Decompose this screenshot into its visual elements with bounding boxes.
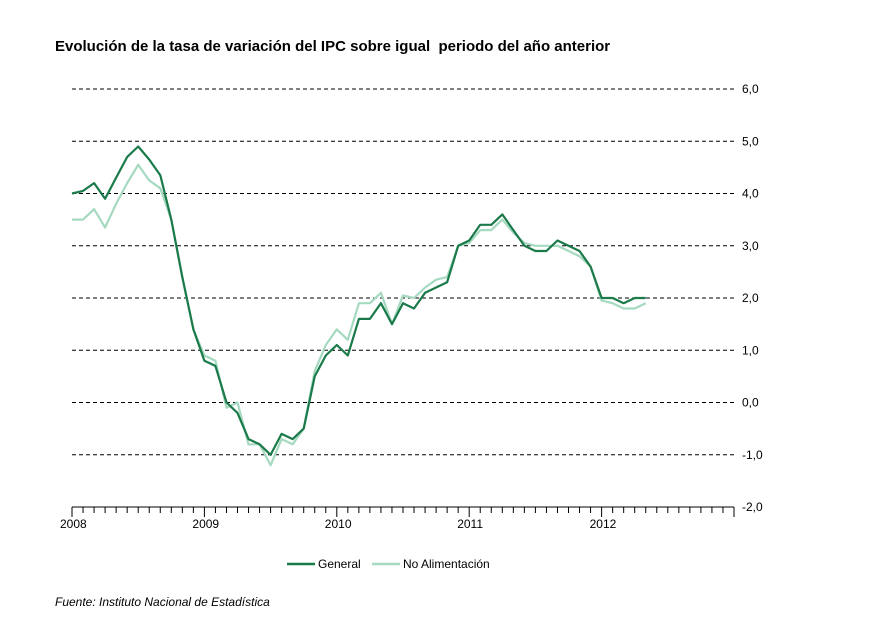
- x-tick-label: 2008: [60, 517, 87, 531]
- legend-no-alimentacion-label: No Alimentación: [403, 557, 490, 571]
- y-tick-label: 1,0: [742, 343, 759, 357]
- y-tick-label: 4,0: [742, 187, 759, 201]
- x-tick-label: 2011: [457, 517, 483, 531]
- y-tick-label: -1,0: [742, 448, 763, 462]
- y-tick-label: -2,0: [742, 500, 763, 514]
- source-note: Fuente: Instituto Nacional de Estadístic…: [55, 595, 270, 609]
- x-tick-label: 2009: [192, 517, 219, 531]
- x-tick-label: 2010: [325, 517, 352, 531]
- series-line-no-alimentacion: [72, 163, 647, 467]
- y-tick-label: 3,0: [742, 239, 759, 253]
- legend-general-label: General: [318, 557, 361, 571]
- y-tick-label: 2,0: [742, 291, 759, 305]
- x-tick-label: 2012: [590, 517, 617, 531]
- y-tick-label: 5,0: [742, 134, 759, 148]
- y-tick-label: 0,0: [742, 396, 759, 410]
- series-line-general: [71, 145, 646, 456]
- chart-title: Evolución de la tasa de variación del IP…: [55, 38, 611, 55]
- y-tick-label: 6,0: [742, 82, 759, 96]
